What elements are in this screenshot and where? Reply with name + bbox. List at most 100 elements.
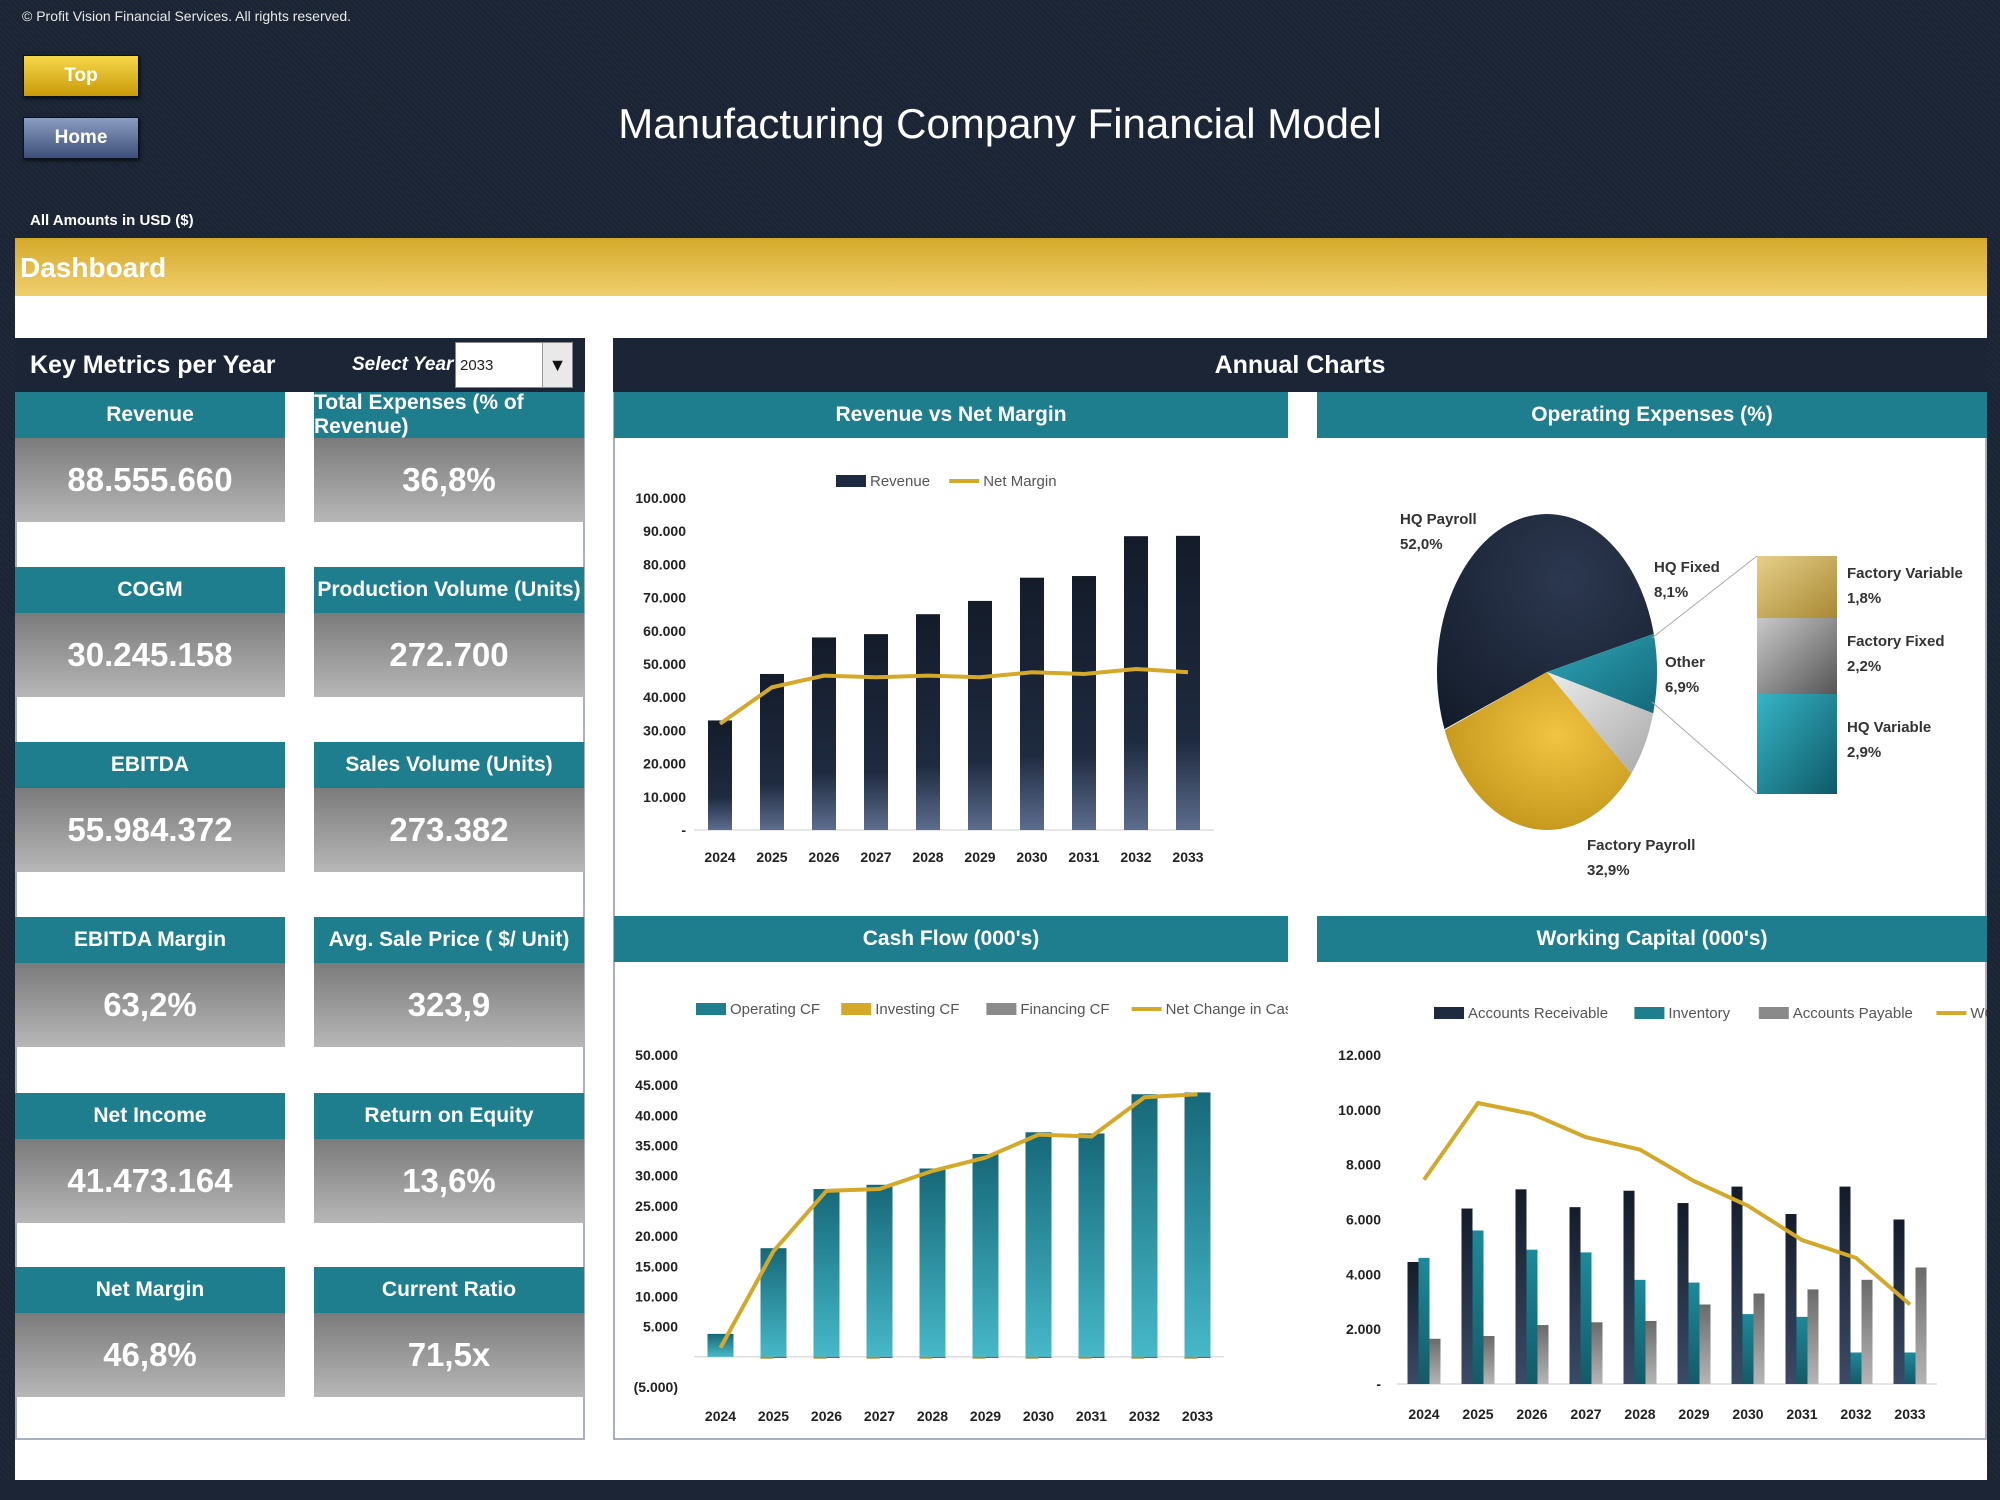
cash-flow-chart: Operating CF Investing CF Financing CF Net … xyxy=(634,1001,1288,1424)
investing-cf-bar xyxy=(813,1356,827,1359)
x-tick-label: 2032 xyxy=(1840,1406,1871,1422)
kpi-label: Revenue xyxy=(15,392,285,438)
breakout-factory-variable xyxy=(1757,556,1837,618)
x-tick-label: 2024 xyxy=(704,849,735,865)
revenue-bar xyxy=(1020,577,1044,830)
x-tick-label: 2026 xyxy=(808,849,839,865)
inventory-bar xyxy=(1472,1230,1484,1384)
x-tick-label: 2026 xyxy=(1516,1406,1547,1422)
x-tick-label: 2027 xyxy=(1570,1406,1601,1422)
kpi-label: EBITDA Margin xyxy=(15,917,285,963)
x-tick-label: 2027 xyxy=(864,1408,895,1424)
accounts-payable-bar xyxy=(1699,1304,1711,1384)
kpi-value: 36,8% xyxy=(314,438,584,522)
inventory-bar xyxy=(1904,1352,1916,1384)
accounts-receivable-bar xyxy=(1677,1203,1689,1384)
y-tick-label: 50.000 xyxy=(635,1047,678,1063)
accounts-receivable-bar xyxy=(1731,1186,1743,1384)
kpi-label: Production Volume (Units) xyxy=(314,567,584,613)
legend-label: Revenue xyxy=(870,473,930,490)
accounts-receivable-bar xyxy=(1839,1186,1851,1384)
chart-title-working-capital: Working Capital (000's) xyxy=(1317,916,1987,962)
pie-value: 32,9% xyxy=(1587,862,1630,878)
x-tick-label: 2025 xyxy=(756,849,787,865)
financing-cf-bar xyxy=(985,1356,999,1359)
kpi-label: COGM xyxy=(15,567,285,613)
kpi-card: Net Income 41.473.164 xyxy=(15,1093,285,1223)
x-tick-label: 2030 xyxy=(1023,1408,1054,1424)
investing-cf-bar xyxy=(1078,1356,1092,1359)
accounts-payable-bar xyxy=(1645,1320,1657,1384)
financing-cf-bar xyxy=(826,1356,840,1359)
x-tick-label: 2033 xyxy=(1182,1408,1213,1424)
y-tick-label: 40.000 xyxy=(643,689,686,705)
y-tick-label: 60.000 xyxy=(643,623,686,639)
kpi-card: Revenue 88.555.660 xyxy=(15,392,285,522)
revenue-bar xyxy=(916,614,940,830)
legend-label: Operating CF xyxy=(730,1001,820,1018)
investing-cf-bar xyxy=(1184,1356,1198,1359)
accounts-receivable-bar xyxy=(1623,1190,1635,1384)
inventory-bar xyxy=(1634,1279,1646,1384)
y-tick-label: 30.000 xyxy=(635,1168,678,1184)
y-tick-label: 30.000 xyxy=(643,722,686,738)
kpi-value: 13,6% xyxy=(314,1139,584,1223)
pie-value: 2,9% xyxy=(1847,744,1881,761)
inventory-bar xyxy=(1742,1314,1754,1384)
kpi-card: Net Margin 46,8% xyxy=(15,1267,285,1397)
kpi-value: 55.984.372 xyxy=(15,788,285,872)
annual-charts-panel xyxy=(613,338,1987,1440)
pie-label: HQ Variable xyxy=(1847,719,1931,736)
dashboard-section-title: Dashboard xyxy=(15,238,1987,296)
kpi-card: EBITDA 55.984.372 xyxy=(15,742,285,872)
net-change-cash-line xyxy=(718,1092,1198,1349)
inventory-bar xyxy=(1580,1252,1592,1384)
inventory-bar xyxy=(1526,1249,1538,1384)
wc-line xyxy=(1422,1100,1912,1307)
kpi-card: Total Expenses (% of Revenue) 36,8% xyxy=(314,391,584,522)
kpi-value: 63,2% xyxy=(15,963,285,1047)
kpi-value: 323,9 xyxy=(314,963,584,1047)
kpi-card: COGM 30.245.158 xyxy=(15,567,285,697)
legend-label: Net Change in Cash xyxy=(1166,1001,1288,1018)
pie-slice-hq-fixed xyxy=(1547,633,1657,714)
dropdown-arrow-icon[interactable]: ▼ xyxy=(542,343,572,387)
revenue-net-margin-chart: Revenue Net Margin 100.000 90.000 80.000 70.0… xyxy=(635,473,1214,865)
legend-marker xyxy=(696,1003,726,1015)
accounts-payable-bar xyxy=(1537,1325,1549,1384)
pie-label: HQ Payroll xyxy=(1400,511,1477,528)
legend-label: Accounts Receivable xyxy=(1468,1005,1608,1022)
inventory-bar xyxy=(1418,1257,1430,1384)
year-select[interactable]: 2033 ▼ xyxy=(455,342,573,388)
pie-slice-factory-payroll xyxy=(1444,672,1632,830)
x-tick-label: 2028 xyxy=(1624,1406,1655,1422)
operating-cf-bar xyxy=(919,1168,946,1357)
pie-slice-other xyxy=(1547,672,1654,774)
pie-value: 2,2% xyxy=(1847,658,1881,675)
kpi-label: Avg. Sale Price ( $/ Unit) xyxy=(314,917,584,963)
financing-cf-bar xyxy=(1197,1356,1211,1359)
financing-cf-bar xyxy=(879,1356,893,1359)
legend-marker xyxy=(1434,1007,1464,1019)
kpi-card: Sales Volume (Units) 273.382 xyxy=(314,742,584,872)
y-tick-label: 15.000 xyxy=(635,1258,678,1274)
x-tick-label: 2033 xyxy=(1894,1406,1925,1422)
x-tick-label: 2032 xyxy=(1120,849,1151,865)
x-tick-label: 2024 xyxy=(1408,1406,1439,1422)
accounts-payable-bar xyxy=(1753,1293,1765,1384)
y-tick-label: 20.000 xyxy=(635,1228,678,1244)
kpi-card: EBITDA Margin 63,2% xyxy=(15,917,285,1047)
kpi-label: Current Ratio xyxy=(314,1267,584,1313)
inventory-bar xyxy=(1688,1282,1700,1384)
copyright-text: © Profit Vision Financial Services. All … xyxy=(22,8,352,24)
home-button[interactable]: Home xyxy=(23,117,139,159)
accounts-receivable-bar xyxy=(1569,1207,1581,1384)
top-button[interactable]: Top xyxy=(23,55,139,97)
pie-label: Factory Fixed xyxy=(1847,633,1945,650)
y-tick-label: 35.000 xyxy=(635,1138,678,1154)
inventory-bar xyxy=(1796,1316,1808,1384)
pie-label: HQ Fixed xyxy=(1654,559,1720,576)
x-tick-label: 2028 xyxy=(912,849,943,865)
x-tick-label: 2028 xyxy=(917,1408,948,1424)
x-tick-label: 2027 xyxy=(860,849,891,865)
